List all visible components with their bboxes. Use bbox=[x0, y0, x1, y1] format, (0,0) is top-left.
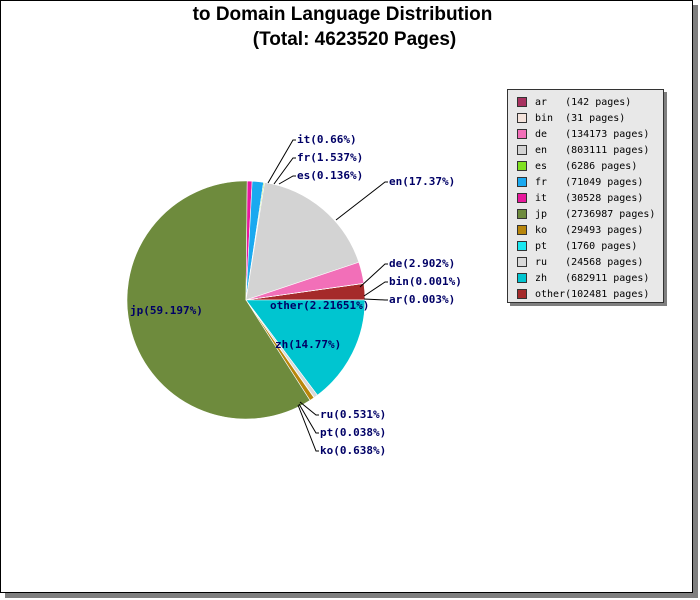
pie-slice-en bbox=[245, 182, 360, 301]
slice-label-es: es(0.136%) bbox=[297, 169, 363, 182]
leader-line-it bbox=[267, 139, 296, 184]
legend-item-ko: ko (29493 pages) bbox=[508, 222, 663, 238]
legend-swatch-it bbox=[517, 193, 527, 203]
leader-line-pt bbox=[298, 403, 319, 434]
legend-item-ru: ru (24568 pages) bbox=[508, 254, 663, 270]
slice-label-bin: bin(0.001%) bbox=[389, 275, 462, 288]
leader-lines bbox=[267, 139, 388, 452]
legend-item-jp: jp (2736987 pages) bbox=[508, 206, 663, 222]
slice-label-ko: ko(0.638%) bbox=[320, 444, 386, 457]
legend-text-de: de (134173 pages) bbox=[535, 128, 650, 140]
leader-line-ar bbox=[363, 298, 388, 301]
legend-item-bin: bin (31 pages) bbox=[508, 110, 663, 126]
legend-swatch-zh bbox=[517, 273, 527, 283]
legend-text-other: other(102481 pages) bbox=[535, 288, 650, 300]
leader-line-bin bbox=[363, 281, 388, 297]
legend-item-pt: pt (1760 pages) bbox=[508, 238, 663, 254]
legend-swatch-ru bbox=[517, 257, 527, 267]
slice-label-it: it(0.66%) bbox=[297, 133, 357, 146]
legend-item-de: de (134173 pages) bbox=[508, 126, 663, 142]
slice-label-fr: fr(1.537%) bbox=[297, 151, 363, 164]
leader-line-en bbox=[335, 181, 388, 221]
legend-item-fr: fr (71049 pages) bbox=[508, 174, 663, 190]
legend-swatch-pt bbox=[517, 241, 527, 251]
legend-text-bin: bin (31 pages) bbox=[535, 112, 626, 124]
leader-line-ko bbox=[297, 404, 319, 452]
legend-swatch-bin bbox=[517, 113, 527, 123]
legend-swatch-de bbox=[517, 129, 527, 139]
legend-text-es: es (6286 pages) bbox=[535, 160, 638, 172]
slice-label-de: de(2.902%) bbox=[389, 257, 455, 270]
leader-line-ru bbox=[299, 401, 319, 416]
legend-item-it: it (30528 pages) bbox=[508, 190, 663, 206]
legend-swatch-ar bbox=[517, 97, 527, 107]
legend-swatch-es bbox=[517, 161, 527, 171]
pie-slice-zh bbox=[245, 299, 366, 396]
slice-label-en: en(17.37%) bbox=[389, 175, 455, 188]
legend-item-ar: ar (142 pages) bbox=[508, 94, 663, 110]
legend-item-zh: zh (682911 pages) bbox=[508, 270, 663, 286]
pie-slice-jp bbox=[126, 180, 311, 420]
slice-label-other: other(2.21651%) bbox=[270, 299, 369, 312]
chart-subtitle: (Total: 4623520 Pages) bbox=[252, 29, 457, 50]
legend-text-jp: jp (2736987 pages) bbox=[535, 208, 656, 220]
legend-text-ru: ru (24568 pages) bbox=[535, 256, 644, 268]
leader-line-fr bbox=[273, 157, 296, 185]
slice-labels: ar(0.003%) bin(0.001%) de(2.902%) en(17.37%… bbox=[130, 133, 462, 457]
slice-label-pt: pt(0.038%) bbox=[320, 426, 386, 439]
leader-line-de bbox=[359, 263, 388, 288]
slice-label-ru: ru(0.531%) bbox=[320, 408, 386, 421]
chart-title: to Domain Language Distribution bbox=[192, 4, 493, 25]
slice-label-ar: ar(0.003%) bbox=[389, 293, 455, 306]
legend-swatch-other bbox=[517, 289, 527, 299]
legend-item-es: es (6286 pages) bbox=[508, 158, 663, 174]
slice-label-jp: jp(59.197%) bbox=[130, 304, 203, 317]
legend: ar (142 pages) bin (31 pages) de (134173 p… bbox=[507, 89, 664, 303]
legend-swatch-fr bbox=[517, 177, 527, 187]
legend-swatch-ko bbox=[517, 225, 527, 235]
leader-line-es bbox=[278, 175, 296, 185]
legend-item-en: en (803111 pages) bbox=[508, 142, 663, 158]
legend-text-it: it (30528 pages) bbox=[535, 192, 644, 204]
legend-item-other: other(102481 pages) bbox=[508, 286, 663, 302]
legend-text-en: en (803111 pages) bbox=[535, 144, 650, 156]
legend-text-pt: pt (1760 pages) bbox=[535, 240, 638, 252]
legend-text-fr: fr (71049 pages) bbox=[535, 176, 644, 188]
pie-slices bbox=[126, 180, 366, 420]
slice-label-zh: zh(14.77%) bbox=[275, 338, 341, 351]
legend-text-ko: ko (29493 pages) bbox=[535, 224, 644, 236]
legend-text-zh: zh (682911 pages) bbox=[535, 272, 650, 284]
legend-swatch-en bbox=[517, 145, 527, 155]
legend-text-ar: ar (142 pages) bbox=[535, 96, 632, 108]
legend-swatch-jp bbox=[517, 209, 527, 219]
